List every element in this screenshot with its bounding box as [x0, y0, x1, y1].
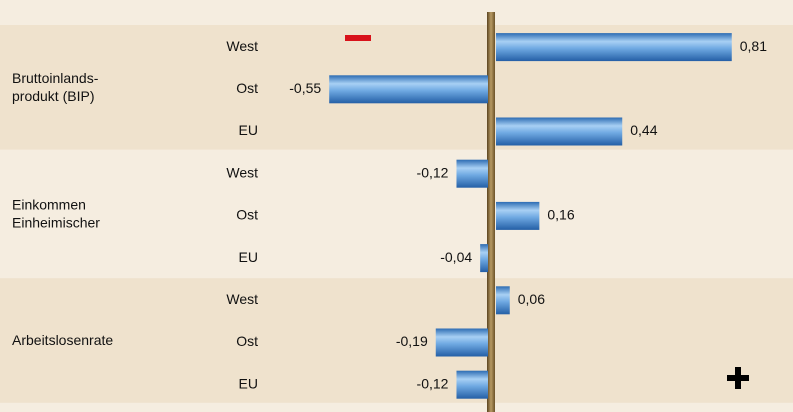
- group-label: Arbeitslosenrate: [12, 332, 113, 348]
- category-label: EU: [239, 122, 258, 138]
- bar: [496, 286, 510, 315]
- category-label: West: [226, 38, 258, 54]
- value-label: -0,55: [289, 80, 321, 96]
- bar: [456, 159, 488, 188]
- group-label: Einkommen: [12, 197, 86, 213]
- value-label: -0,19: [396, 333, 428, 349]
- category-label: West: [226, 291, 258, 307]
- value-label: -0,12: [417, 164, 449, 180]
- bar: [456, 370, 488, 399]
- category-label: EU: [239, 249, 258, 265]
- bar: [496, 33, 732, 62]
- bar: [435, 328, 488, 357]
- bar: [496, 201, 540, 230]
- category-label: Ost: [236, 207, 258, 223]
- group-band: [0, 278, 793, 403]
- group-label: Bruttoinlands-: [12, 70, 99, 86]
- bar: [480, 244, 488, 273]
- minus-icon: [345, 35, 371, 41]
- value-label: 0,06: [518, 291, 545, 307]
- group-label: Einheimischer: [12, 215, 100, 231]
- bar: [329, 75, 488, 104]
- group-label: produkt (BIP): [12, 88, 94, 104]
- category-label: EU: [239, 375, 258, 391]
- category-label: Ost: [236, 333, 258, 349]
- value-label: -0,04: [440, 249, 472, 265]
- zero-axis: [487, 12, 495, 412]
- value-label: -0,12: [417, 375, 449, 391]
- group-band: [0, 151, 793, 277]
- value-label: 0,16: [547, 207, 574, 223]
- category-label: West: [226, 164, 258, 180]
- bar: [496, 117, 623, 146]
- value-label: 0,81: [740, 38, 767, 54]
- plus-icon: [735, 367, 741, 389]
- value-label: 0,44: [630, 122, 657, 138]
- category-label: Ost: [236, 80, 258, 96]
